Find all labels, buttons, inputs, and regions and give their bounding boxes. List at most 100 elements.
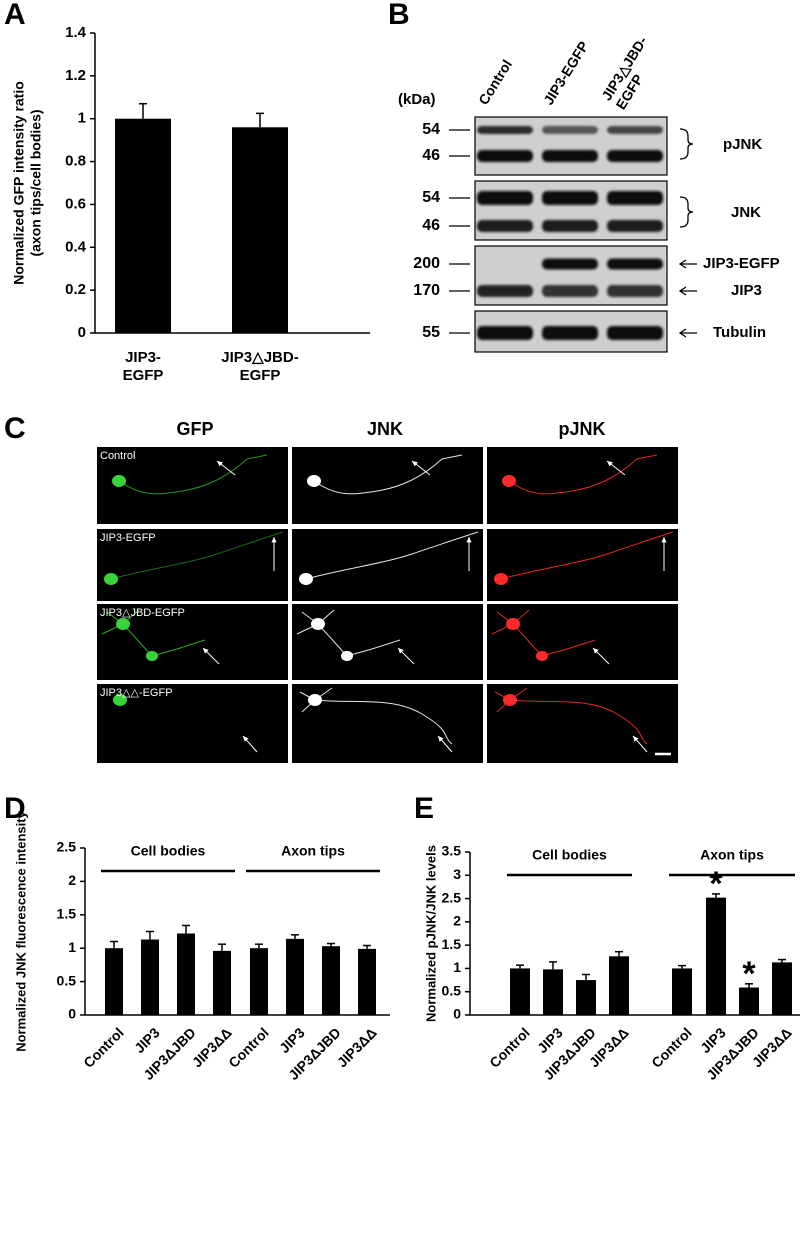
bar xyxy=(232,127,288,334)
blot-band xyxy=(542,220,598,232)
neuron xyxy=(494,687,648,753)
y-tick-label: 1.5 xyxy=(57,906,77,922)
neuron xyxy=(299,531,479,585)
y-tick-label: 1 xyxy=(453,959,461,975)
panel-label: C xyxy=(4,412,26,445)
soma xyxy=(116,618,130,630)
brace xyxy=(679,128,694,160)
significance-mark: * xyxy=(709,865,723,903)
panel-label: A xyxy=(4,0,26,31)
bar xyxy=(322,946,340,1015)
y-tick-label: 1.4 xyxy=(65,24,87,41)
soma xyxy=(502,475,516,487)
y-tick-label: 2.5 xyxy=(57,839,77,855)
neuron xyxy=(502,454,658,495)
soma xyxy=(494,573,508,585)
group-label: Cell bodies xyxy=(131,843,206,859)
marker-label: 46 xyxy=(422,217,440,234)
arrow-head xyxy=(633,736,639,742)
blot-band xyxy=(607,258,663,270)
blot-band xyxy=(477,326,533,340)
axon xyxy=(313,454,463,495)
soma xyxy=(104,573,118,585)
blot-band xyxy=(477,191,533,205)
x-tick-label: JIP3ΔΔ xyxy=(334,1024,380,1070)
marker-label: 170 xyxy=(413,282,440,299)
neuron xyxy=(104,531,284,585)
panel-label: B xyxy=(388,0,410,31)
column-header: pJNK xyxy=(558,419,605,439)
blot-band xyxy=(477,220,533,232)
bar xyxy=(706,897,726,1015)
target-label: JNK xyxy=(731,204,761,221)
blot-band xyxy=(542,150,598,162)
arrow-head xyxy=(607,461,613,467)
target-label: pJNK xyxy=(723,136,762,153)
marker-label: 46 xyxy=(422,147,440,164)
axon xyxy=(494,687,648,745)
unit-label: (kDa) xyxy=(398,91,436,108)
y-axis-label: Normalized GFP intensity ratio(axon tips… xyxy=(10,81,43,285)
axon xyxy=(508,454,658,495)
group-label: Cell bodies xyxy=(532,847,607,863)
panel-label: E xyxy=(414,792,434,825)
micrograph xyxy=(97,684,288,763)
axon xyxy=(305,531,479,580)
arrow-head xyxy=(243,736,249,742)
neuron xyxy=(491,609,610,665)
neuron xyxy=(296,609,415,665)
y-tick-label: 0.4 xyxy=(65,238,87,255)
y-tick-label: 1 xyxy=(78,110,86,127)
blot-band xyxy=(542,285,598,297)
blot-band xyxy=(477,285,533,297)
x-tick-label: Control xyxy=(486,1024,533,1071)
bar xyxy=(543,969,563,1015)
bar xyxy=(177,933,195,1015)
y-tick-label: 0.5 xyxy=(57,972,77,988)
blot-panel xyxy=(474,116,668,176)
blot-band xyxy=(542,191,598,205)
x-tick-label: JIP3△JBD-EGFP xyxy=(221,349,298,384)
bar xyxy=(609,956,629,1015)
neuron xyxy=(307,454,463,495)
y-tick-label: 0.8 xyxy=(65,153,86,170)
marker-label: 54 xyxy=(422,189,440,206)
soma xyxy=(112,475,126,487)
row-label: JIP3△JBD-EGFP xyxy=(100,607,185,619)
neuron xyxy=(494,531,674,585)
arrow-head xyxy=(398,648,404,654)
blot-band xyxy=(607,191,663,205)
blot-band xyxy=(607,150,663,162)
y-tick-label: 0 xyxy=(68,1006,76,1022)
y-tick-label: 1.2 xyxy=(65,67,86,84)
panel-label: D xyxy=(4,792,26,825)
y-tick-label: 1 xyxy=(68,939,76,955)
group-label: Axon tips xyxy=(281,843,345,859)
axon xyxy=(299,687,453,745)
neuron xyxy=(101,609,220,665)
significance-mark: * xyxy=(742,955,756,993)
neuron xyxy=(299,687,453,753)
bar xyxy=(213,950,231,1015)
soma xyxy=(113,694,127,706)
blot-band xyxy=(607,126,663,134)
bar xyxy=(739,987,759,1015)
blot-band xyxy=(477,126,533,134)
bar xyxy=(576,980,596,1015)
y-tick-label: 0.6 xyxy=(65,195,86,212)
blot-band xyxy=(607,285,663,297)
lane-label: JIP3△JBD-EGFP xyxy=(598,33,664,112)
soma xyxy=(308,694,322,706)
bar xyxy=(510,968,530,1015)
x-tick-label: Control xyxy=(80,1024,127,1071)
column-header: JNK xyxy=(367,419,403,439)
bar xyxy=(358,948,376,1015)
axon xyxy=(110,531,284,580)
arrow-head xyxy=(412,461,418,467)
micrograph xyxy=(292,684,483,763)
x-tick-label: Control xyxy=(648,1024,695,1071)
y-tick-label: 0.2 xyxy=(65,281,86,298)
group-label: Axon tips xyxy=(700,847,764,863)
row-label: JIP3-EGFP xyxy=(100,532,156,544)
